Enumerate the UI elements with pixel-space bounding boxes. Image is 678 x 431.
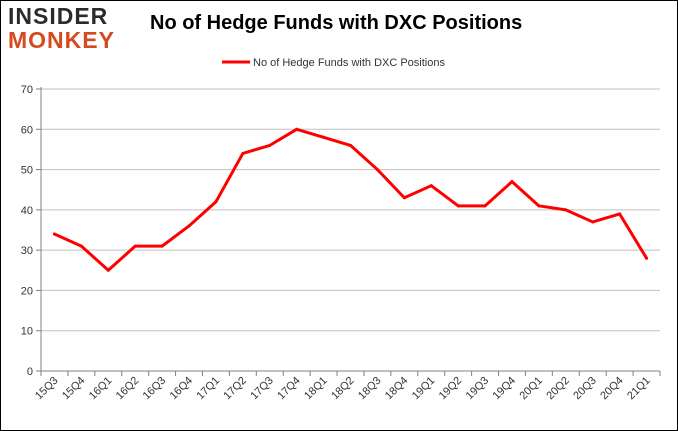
- x-tick-label-16Q4: 16Q4: [168, 375, 196, 403]
- x-tick-label-19Q4: 19Q4: [491, 375, 519, 403]
- legend-label: No of Hedge Funds with DXC Positions: [253, 57, 445, 69]
- data-point-20Q1: [537, 204, 541, 208]
- x-tick-label-21Q1: 21Q1: [625, 375, 653, 403]
- legend: No of Hedge Funds with DXC Positions: [222, 57, 445, 69]
- data-point-21Q1: [645, 256, 649, 260]
- data-point-19Q1: [429, 184, 433, 188]
- x-tick-label-15Q4: 15Q4: [60, 375, 88, 403]
- y-tick-label-0: 0: [27, 366, 33, 378]
- y-tick-label-30: 30: [21, 245, 33, 257]
- logo-line-2: MONKEY: [8, 27, 115, 53]
- x-tick-labels: 15Q3 15Q4 16Q1 16Q2 16Q3 16Q4 17Q1 17Q2 17Q3 17Q4…: [33, 371, 661, 403]
- data-point-19Q3: [483, 204, 487, 208]
- data-point-15Q3: [52, 232, 56, 236]
- x-tick-label-18Q1: 18Q1: [302, 375, 330, 403]
- data-point-20Q2: [564, 208, 568, 212]
- x-tick-label-15Q3: 15Q3: [33, 375, 61, 403]
- data-point-18Q3: [375, 168, 379, 172]
- x-tick-label-19Q3: 19Q3: [464, 375, 492, 403]
- data-point-18Q2: [349, 143, 352, 147]
- x-tick-label-20Q2: 20Q2: [544, 375, 572, 403]
- x-tick-label-16Q2: 16Q2: [114, 375, 142, 403]
- x-tick-label-19Q1: 19Q1: [410, 375, 438, 403]
- chart-title: No of Hedge Funds with DXC Positions: [150, 12, 523, 34]
- x-tick-label-19Q2: 19Q2: [437, 375, 465, 403]
- data-point-16Q4: [187, 224, 191, 228]
- x-tick-label-17Q1: 17Q1: [195, 375, 223, 403]
- x-tick-label-17Q2: 17Q2: [221, 375, 249, 403]
- x-tick-label-17Q4: 17Q4: [275, 375, 303, 403]
- data-point-15Q4: [79, 244, 83, 248]
- logo-line-1: INSIDER: [8, 3, 109, 29]
- series-line-0: [52, 127, 649, 272]
- x-tick-label-16Q3: 16Q3: [141, 375, 169, 403]
- data-point-16Q3: [160, 244, 164, 248]
- x-tick-label-16Q1: 16Q1: [87, 375, 115, 403]
- x-tick-label-17Q3: 17Q3: [248, 375, 276, 403]
- y-tick-label-70: 70: [21, 84, 33, 96]
- data-point-17Q4: [295, 127, 299, 131]
- x-tick-label-20Q4: 20Q4: [598, 375, 626, 403]
- y-tick-label-50: 50: [21, 165, 33, 177]
- data-point-20Q3: [591, 220, 595, 224]
- data-point-18Q1: [322, 135, 326, 139]
- series-lines: [52, 127, 649, 272]
- y-tick-labels: 0 10 20 30 40 50 60 70: [21, 84, 41, 378]
- data-point-17Q2: [241, 151, 245, 155]
- x-tick-label-20Q3: 20Q3: [571, 375, 599, 403]
- y-tick-label-60: 60: [21, 124, 33, 136]
- data-point-19Q2: [456, 204, 460, 208]
- data-point-16Q2: [133, 244, 137, 248]
- insider-monkey-logo: INSIDER MONKEY: [8, 4, 128, 52]
- axes: [40, 87, 660, 372]
- x-tick-label-20Q1: 20Q1: [517, 375, 545, 403]
- y-tick-label-10: 10: [21, 326, 33, 338]
- data-point-17Q3: [268, 143, 272, 147]
- x-tick-label-18Q2: 18Q2: [329, 375, 357, 403]
- x-tick-label-18Q3: 18Q3: [356, 375, 384, 403]
- data-point-20Q4: [618, 212, 622, 216]
- y-tick-label-40: 40: [21, 205, 33, 217]
- x-tick-label-18Q4: 18Q4: [383, 375, 411, 403]
- y-tick-label-20: 20: [21, 285, 33, 297]
- data-point-19Q4: [510, 180, 514, 184]
- data-point-17Q1: [214, 200, 218, 204]
- data-point-16Q1: [106, 268, 110, 272]
- data-point-18Q4: [402, 196, 406, 200]
